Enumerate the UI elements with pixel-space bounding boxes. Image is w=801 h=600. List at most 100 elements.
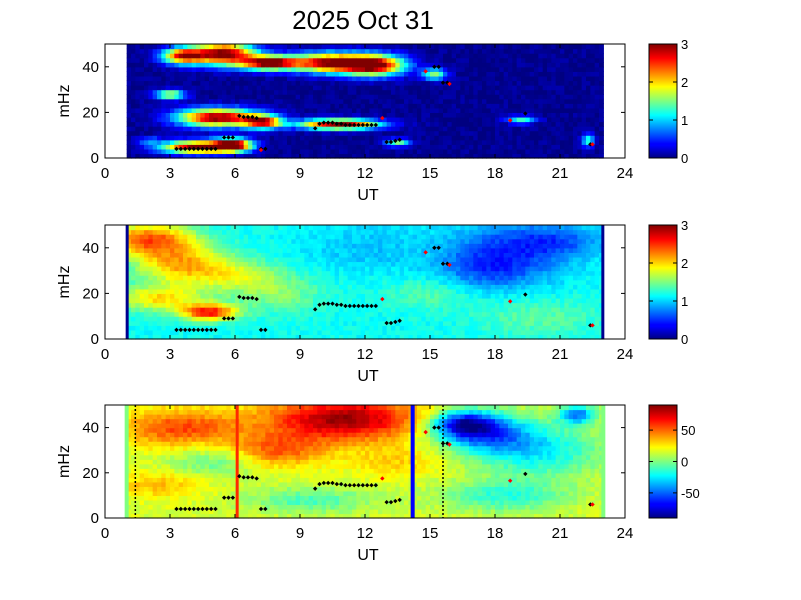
heatmap-cell	[599, 121, 604, 127]
heatmap-cell	[196, 75, 201, 82]
heatmap-cell	[430, 302, 435, 308]
heatmap-cell	[131, 130, 136, 136]
heatmap-cell	[425, 243, 431, 249]
heatmap-cell	[490, 126, 496, 132]
heatmap-cell	[326, 44, 331, 50]
heatmap-cell	[347, 238, 353, 244]
heatmap-cell	[434, 153, 440, 159]
heatmap-cell	[339, 66, 344, 72]
heatmap-cell	[421, 307, 427, 313]
heatmap-cell	[235, 85, 240, 91]
heatmap-cell	[525, 153, 531, 159]
heatmap-cell	[425, 66, 431, 72]
heatmap-cell	[326, 266, 331, 272]
heatmap-cell	[512, 98, 518, 104]
heatmap-cell	[204, 288, 210, 294]
heatmap-cell	[447, 75, 453, 82]
heatmap-cell	[473, 311, 479, 317]
heatmap-cell	[170, 48, 175, 54]
heatmap-cell	[256, 53, 262, 59]
heatmap-cell	[291, 85, 297, 91]
heatmap-cell	[326, 270, 331, 276]
heatmap-cell	[534, 85, 539, 91]
heatmap-cell	[391, 57, 396, 63]
heatmap-cell	[347, 275, 353, 281]
heatmap-cell	[330, 270, 336, 276]
heatmap-cell	[347, 144, 353, 150]
heatmap-cell	[135, 75, 141, 82]
heatmap-cell	[451, 53, 457, 59]
heatmap-cell	[564, 85, 570, 91]
heatmap-cell	[503, 135, 509, 141]
heatmap-cell	[434, 94, 440, 100]
heatmap-cell	[187, 148, 193, 155]
heatmap-cell	[313, 112, 318, 118]
heatmap-cell	[339, 293, 344, 299]
heatmap-cell	[347, 284, 353, 290]
heatmap-cell	[170, 71, 175, 77]
heatmap-cell	[217, 148, 223, 155]
heatmap-cell	[226, 252, 232, 258]
heatmap-cell	[248, 75, 253, 82]
heatmap-cell	[274, 256, 279, 263]
heatmap-cell	[209, 48, 214, 54]
heatmap-cell	[304, 121, 310, 127]
heatmap-cell	[360, 311, 366, 317]
black-marker	[436, 64, 441, 69]
heatmap-cell	[386, 75, 392, 82]
heatmap-cell	[447, 53, 453, 59]
heatmap-cell	[308, 243, 314, 249]
heatmap-cell	[460, 229, 466, 235]
heatmap-cell	[157, 130, 162, 136]
black-marker	[204, 146, 210, 152]
heatmap-cell	[430, 252, 435, 258]
heatmap-cell	[486, 85, 492, 91]
heatmap-cell	[226, 94, 232, 100]
heatmap-cell	[590, 89, 596, 95]
heatmap-cell	[135, 325, 141, 331]
heatmap-cell	[482, 98, 487, 104]
heatmap-cell	[183, 316, 188, 322]
heatmap-cell	[516, 148, 522, 155]
heatmap-cell	[170, 320, 175, 326]
heatmap-cell	[278, 130, 284, 136]
heatmap-cell	[456, 320, 461, 326]
heatmap-cell	[365, 243, 370, 249]
heatmap-cell	[404, 329, 409, 336]
heatmap-cell	[529, 71, 535, 77]
heatmap-cell	[161, 297, 167, 304]
heatmap-cell	[503, 48, 509, 54]
heatmap-cell	[525, 139, 531, 145]
heatmap-cell	[594, 89, 600, 95]
heatmap-cell	[287, 297, 292, 304]
heatmap-cell	[495, 126, 500, 132]
black-marker	[351, 122, 357, 128]
heatmap-cell	[486, 284, 492, 290]
heatmap-cell	[321, 62, 327, 68]
heatmap-cell	[430, 148, 435, 155]
heatmap-cell	[469, 225, 474, 231]
heatmap-cell	[473, 247, 479, 253]
heatmap-cell	[395, 307, 401, 313]
heatmap-cell	[295, 89, 301, 95]
heatmap-cell	[460, 243, 466, 249]
x-tick-label: 18	[487, 165, 504, 182]
heatmap-cell	[434, 316, 440, 322]
heatmap-cell	[183, 261, 188, 267]
heatmap-cell	[282, 256, 288, 263]
heatmap-cell	[200, 256, 206, 263]
heatmap-cell	[139, 103, 145, 109]
heatmap-cell	[456, 98, 461, 104]
heatmap-cell	[443, 229, 448, 235]
heatmap-cell	[577, 44, 583, 50]
heatmap-cell	[395, 75, 401, 82]
heatmap-cell	[373, 103, 379, 109]
heatmap-cell	[438, 144, 444, 150]
heatmap-cell	[178, 94, 184, 100]
heatmap-cell	[412, 311, 418, 317]
heatmap-cell	[495, 62, 500, 68]
heatmap-cell	[399, 320, 405, 326]
heatmap-cell	[161, 53, 167, 59]
heatmap-cell	[404, 48, 409, 54]
heatmap-cell	[174, 116, 180, 123]
